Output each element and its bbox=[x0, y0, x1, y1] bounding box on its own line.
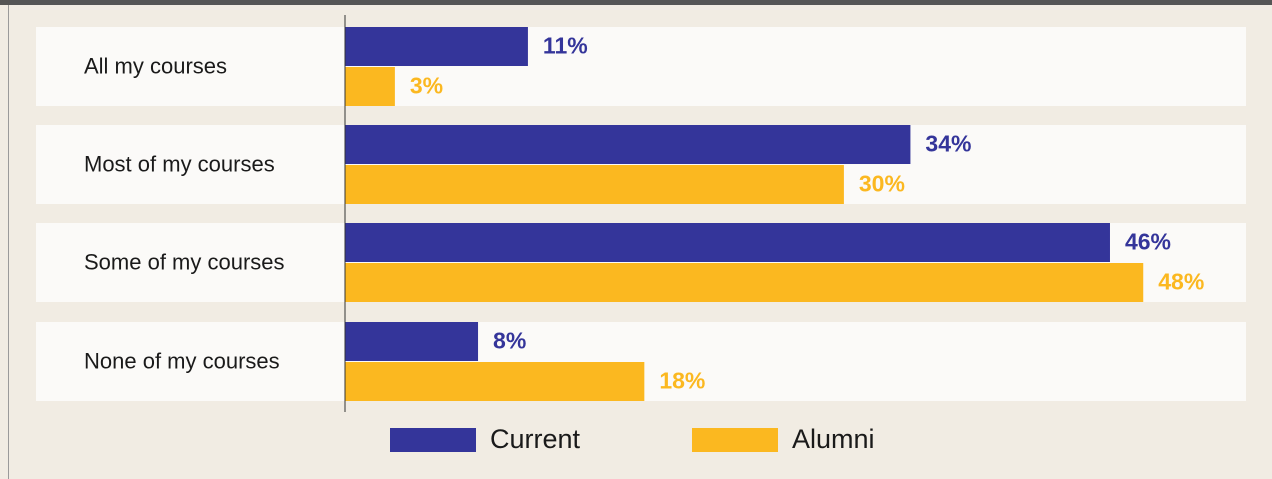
value-label: 11% bbox=[543, 33, 588, 59]
value-label: 8% bbox=[493, 328, 526, 354]
value-label: 34% bbox=[925, 131, 971, 157]
top-border bbox=[0, 0, 1272, 5]
legend-swatch bbox=[390, 428, 476, 452]
value-label: 46% bbox=[1125, 229, 1171, 255]
category-label: None of my courses bbox=[84, 348, 280, 373]
category-label: All my courses bbox=[84, 53, 227, 78]
bar bbox=[345, 263, 1144, 302]
value-label: 48% bbox=[1158, 269, 1204, 295]
category-label: Most of my courses bbox=[84, 151, 275, 176]
value-label: 18% bbox=[659, 368, 705, 394]
bar bbox=[345, 27, 528, 66]
value-label: 3% bbox=[410, 73, 443, 99]
legend-label: Current bbox=[490, 424, 581, 454]
legend-swatch bbox=[692, 428, 778, 452]
row-background bbox=[36, 27, 1246, 106]
bar bbox=[345, 67, 395, 106]
value-label: 30% bbox=[859, 171, 905, 197]
category-label: Some of my courses bbox=[84, 249, 285, 274]
bar bbox=[345, 322, 479, 361]
bar bbox=[345, 125, 911, 164]
legend-label: Alumni bbox=[792, 424, 875, 454]
bar bbox=[345, 223, 1110, 262]
bar bbox=[345, 165, 844, 204]
bar bbox=[345, 362, 645, 401]
